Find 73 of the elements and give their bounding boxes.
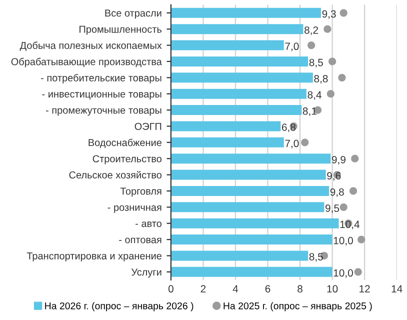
y-tick-label: Обрабатывающие производства <box>11 58 162 68</box>
y-tick-label: - авто <box>136 222 162 228</box>
x-tick-label: 4 <box>232 285 238 292</box>
y-tick-label: - потребительские товары <box>41 74 162 84</box>
x-tick-label: 0 <box>168 285 174 293</box>
legend-label: На 2025 г. (опрос – январь 2025 ) <box>224 302 372 312</box>
point <box>340 9 348 17</box>
data-label: 8,2 <box>304 26 318 36</box>
bar <box>170 137 284 148</box>
data-label: 6,8 <box>282 124 296 132</box>
point <box>338 74 346 82</box>
legend-label: На 2026 г. (опрос – январь 2026 ) <box>45 302 194 312</box>
data-label: 9,8 <box>330 188 344 197</box>
data-label: 8,5 <box>309 58 323 68</box>
bar <box>170 234 332 245</box>
y-tick-label: - инвестиционные товары <box>42 92 162 100</box>
bar <box>170 154 331 164</box>
point <box>340 203 348 211</box>
y-tick-label: Строительство <box>92 155 162 164</box>
data-label: 7,0 <box>285 140 299 148</box>
bar <box>170 186 330 196</box>
bar <box>170 250 308 261</box>
y-tick-label: Добыча полезных ископаемых <box>20 42 162 51</box>
y-tick-label: - оптовая <box>119 238 162 244</box>
bar <box>170 266 332 277</box>
data-label: 9,6 <box>327 172 341 181</box>
data-label: 8,4 <box>308 91 322 100</box>
bar <box>170 56 308 66</box>
bar <box>170 202 324 212</box>
data-label: 7,0 <box>285 42 299 52</box>
point <box>328 58 336 66</box>
y-tick-label: - розничная <box>108 205 162 213</box>
x-tick-label: 12 <box>360 285 370 292</box>
point <box>349 187 358 195</box>
y-tick-label: Водоснабжение <box>88 138 162 148</box>
bar <box>170 24 304 34</box>
y-tick-label: Транспортировка и хранение <box>26 252 162 262</box>
y-tick-label: Промышленность <box>80 26 162 35</box>
point <box>324 25 332 33</box>
bar <box>170 121 281 132</box>
x-tick-label: 8 <box>298 285 302 293</box>
x-tick-label: 10 <box>327 285 338 293</box>
data-label: 10,0 <box>334 269 353 278</box>
point <box>354 268 362 276</box>
x-tick-label: 14 <box>392 285 402 292</box>
data-label: 8,8 <box>314 75 328 84</box>
bar <box>170 72 313 83</box>
data-label: 9,9 <box>332 156 346 165</box>
point <box>308 41 316 50</box>
point <box>326 90 334 98</box>
data-label: 9,5 <box>326 204 340 214</box>
point <box>358 236 366 244</box>
x-tick-label: 6 <box>265 285 270 293</box>
y-tick-label: Сельское хозяйство <box>69 170 162 178</box>
bar <box>170 218 339 228</box>
y-tick-label: Все отрасли <box>105 10 162 19</box>
bar <box>170 88 306 99</box>
data-label: 8,1 <box>302 107 316 116</box>
y-tick-label: ОЭГП <box>134 122 162 130</box>
bar <box>170 105 302 116</box>
bar <box>170 8 321 18</box>
bar <box>170 170 326 180</box>
point <box>301 138 309 146</box>
point <box>351 154 359 162</box>
x-tick-label: 2 <box>200 285 206 292</box>
y-tick-label: Услуги <box>131 268 162 278</box>
data-label: 10,0 <box>334 236 353 246</box>
y-tick-label: Торговля <box>120 188 162 197</box>
data-label: 10,4 <box>340 220 360 230</box>
y-tick-label: - промежуточные товары <box>46 108 162 116</box>
bar <box>170 40 284 50</box>
data-label: 9,3 <box>322 10 336 19</box>
data-label: 8,5 <box>309 253 323 262</box>
